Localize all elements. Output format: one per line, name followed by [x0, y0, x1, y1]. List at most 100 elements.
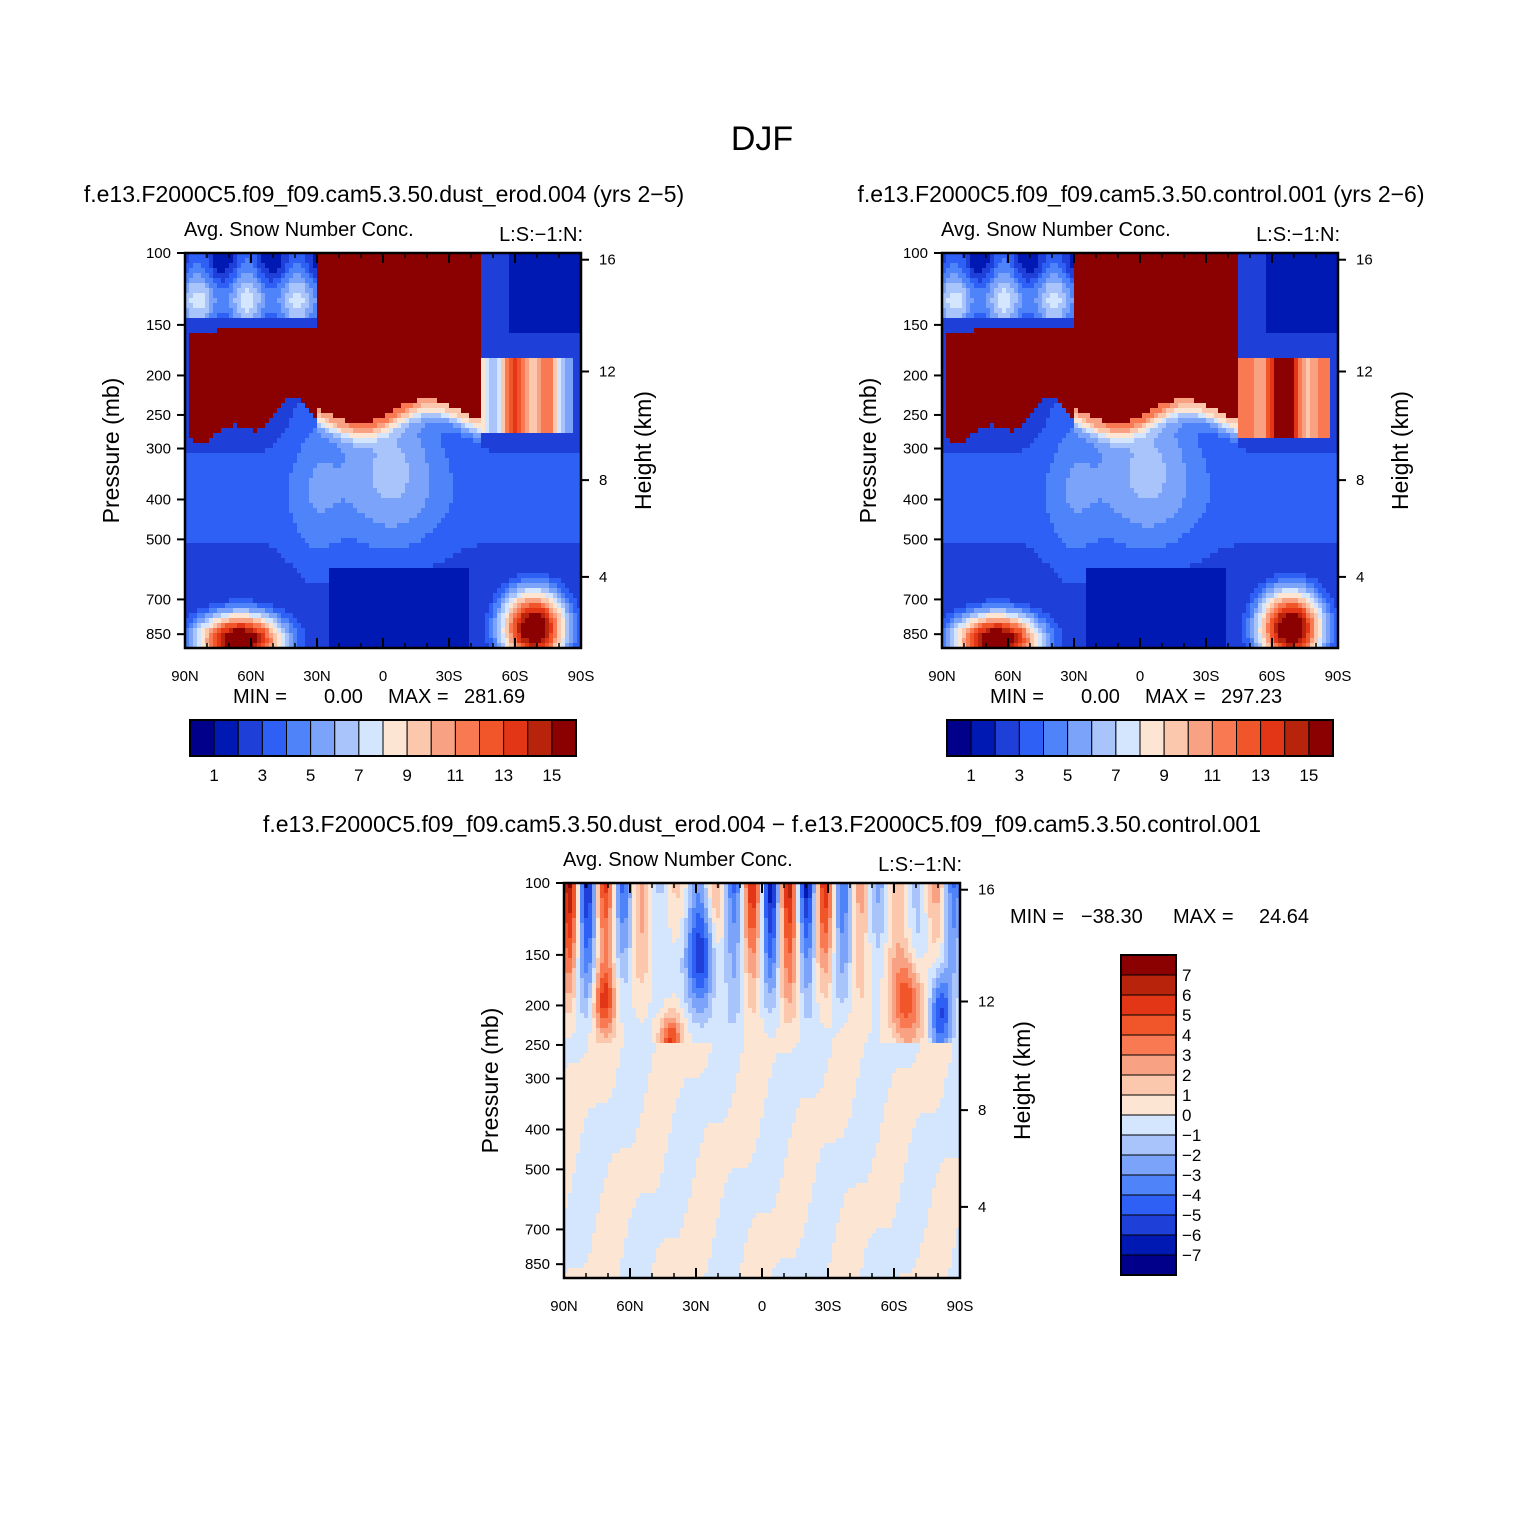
- field-cell: [229, 263, 234, 269]
- field-cell: [289, 488, 294, 494]
- field-cell: [349, 288, 354, 294]
- field-cell: [385, 383, 390, 389]
- field-cell: [241, 423, 246, 429]
- field-cell: [505, 468, 510, 474]
- field-cell: [305, 473, 310, 479]
- field-cell: [193, 438, 198, 444]
- field-cell: [385, 488, 390, 494]
- field-cell: [261, 258, 266, 264]
- field-cell: [301, 323, 306, 329]
- field-cell: [429, 403, 434, 409]
- field-cell: [261, 403, 266, 409]
- field-cell: [253, 298, 258, 304]
- field-cell: [541, 333, 546, 339]
- field-cell: [297, 283, 302, 289]
- field-cell: [301, 433, 306, 439]
- field-cell: [365, 473, 370, 479]
- field-cell: [393, 328, 398, 334]
- field-cell: [273, 358, 278, 364]
- field-cell: [313, 398, 318, 404]
- field-cell: [425, 378, 430, 384]
- field-cell: [485, 413, 490, 419]
- field-cell: [229, 368, 234, 374]
- field-cell: [253, 353, 258, 359]
- field-cell: [197, 258, 202, 264]
- field-cell: [509, 378, 514, 384]
- field-cell: [373, 278, 378, 284]
- field-cell: [513, 368, 518, 374]
- field-cell: [521, 443, 526, 449]
- field-cell: [385, 333, 390, 339]
- field-cell: [425, 333, 430, 339]
- field-cell: [421, 458, 426, 464]
- field-cell: [401, 478, 406, 484]
- field-cell: [273, 453, 278, 459]
- field-cell: [401, 318, 406, 324]
- field-cell: [229, 283, 234, 289]
- field-cell: [353, 303, 358, 309]
- field-cell: [205, 318, 210, 324]
- field-cell: [445, 453, 450, 459]
- field-cell: [265, 438, 270, 444]
- field-cell: [517, 333, 522, 339]
- field-cell: [257, 478, 262, 484]
- field-cell: [221, 388, 226, 394]
- field-cell: [417, 483, 422, 489]
- field-cell: [361, 338, 366, 344]
- field-cell: [465, 393, 470, 399]
- field-cell: [437, 303, 442, 309]
- field-cell: [229, 483, 234, 489]
- field-cell: [569, 333, 574, 339]
- field-cell: [465, 363, 470, 369]
- field-cell: [489, 398, 494, 404]
- field-cell: [249, 448, 254, 454]
- field-cell: [313, 438, 318, 444]
- field-cell: [497, 388, 502, 394]
- field-cell: [469, 493, 474, 499]
- field-cell: [477, 418, 482, 424]
- field-cell: [489, 413, 494, 419]
- field-cell: [193, 393, 198, 399]
- field-cell: [441, 358, 446, 364]
- field-cell: [193, 403, 198, 409]
- field-cell: [441, 498, 446, 504]
- field-cell: [473, 318, 478, 324]
- field-cell: [293, 283, 298, 289]
- field-cell: [361, 498, 366, 504]
- field-cell: [325, 343, 330, 349]
- field-cell: [481, 393, 486, 399]
- field-cell: [229, 348, 234, 354]
- field-cell: [429, 438, 434, 444]
- field-cell: [361, 358, 366, 364]
- field-cell: [401, 338, 406, 344]
- field-cell: [257, 468, 262, 474]
- field-cell: [413, 448, 418, 454]
- field-cell: [253, 403, 258, 409]
- field-cell: [445, 348, 450, 354]
- field-cell: [257, 463, 262, 469]
- field-cell: [257, 423, 262, 429]
- field-cell: [521, 343, 526, 349]
- field-cell: [233, 483, 238, 489]
- field-cell: [361, 323, 366, 329]
- field-cell: [353, 298, 358, 304]
- field-cell: [305, 498, 310, 504]
- field-cell: [345, 313, 350, 319]
- field-cell: [281, 323, 286, 329]
- field-cell: [477, 368, 482, 374]
- field-cell: [441, 313, 446, 319]
- field-cell: [393, 398, 398, 404]
- field-cell: [237, 288, 242, 294]
- field-cell: [541, 418, 546, 424]
- field-cell: [477, 343, 482, 349]
- field-cell: [421, 258, 426, 264]
- field-cell: [549, 258, 554, 264]
- field-cell: [265, 348, 270, 354]
- field-cell: [497, 373, 502, 379]
- field-cell: [341, 378, 346, 384]
- field-cell: [377, 368, 382, 374]
- field-cell: [541, 478, 546, 484]
- field-cell: [365, 483, 370, 489]
- field-cell: [461, 393, 466, 399]
